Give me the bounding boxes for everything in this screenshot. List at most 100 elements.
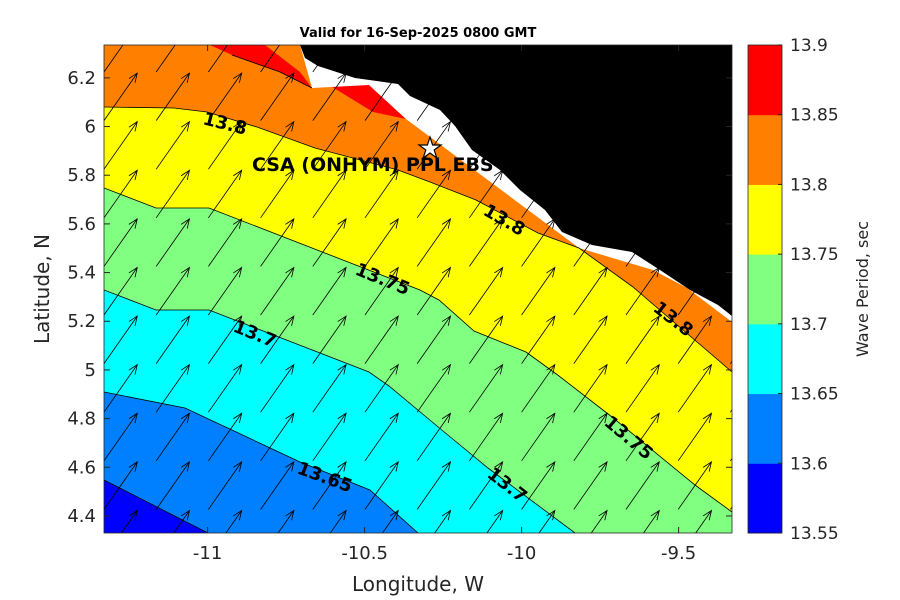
direction-arrow [364, 461, 399, 510]
arrow-head [702, 509, 713, 521]
chart-title: Valid for 16-Sep-2025 0800 GMT [300, 26, 537, 41]
plot-area: 13.8 13.8 13.8 13.75 13.75 13.7 13.7 13.… [104, 24, 732, 533]
colorbar-frame [747, 44, 783, 534]
direction-arrow [312, 121, 347, 170]
colorbar-swatch [748, 45, 782, 116]
direction-arrow [260, 72, 295, 121]
direction-arrow [625, 413, 660, 462]
arrow-head [494, 363, 504, 375]
arrow-head [702, 315, 713, 326]
direction-arrow [434, 510, 451, 533]
arrow-head [128, 169, 138, 181]
arrow-head [337, 169, 347, 181]
colorbar-swatch [748, 393, 782, 464]
direction-arrow [573, 461, 608, 510]
arrow-head [129, 24, 137, 34]
x-tick-label: -9.5 [661, 543, 696, 564]
colorbar: 13.55 13.6 13.65 13.7 13.75 13.8 13.85 13.9 [747, 36, 839, 544]
direction-arrow [521, 315, 556, 364]
arrow-head [285, 120, 295, 132]
contour-13.85 [231, 54, 313, 89]
arrow-head [233, 412, 243, 424]
y-axis: 4.4 4.6 4.8 5 5.2 5.4 5.6 5.8 6 6.2 [67, 68, 732, 527]
arrow-head [128, 363, 138, 375]
direction-arrow [312, 461, 347, 510]
direction-arrow [104, 315, 138, 364]
colorbar-tick-label: 13.75 [790, 245, 839, 265]
arrow-head [233, 509, 243, 521]
arrow-head [494, 266, 504, 278]
direction-arrow [312, 170, 347, 219]
arrow-head [233, 24, 241, 34]
direction-arrow [677, 461, 712, 510]
direction-arrow [469, 413, 503, 462]
arrow-head [650, 412, 660, 424]
direction-arrow [677, 413, 712, 462]
arrow-head [285, 218, 295, 229]
colorbar-swatch [748, 254, 782, 325]
direction-arrow [469, 364, 503, 413]
direction-arrow [260, 45, 280, 73]
direction-arrow [208, 315, 242, 364]
y-tick-label: 5 [85, 360, 96, 381]
arrow-head [389, 412, 399, 424]
direction-arrow [104, 413, 138, 462]
direction-arrow [521, 267, 556, 316]
arrow-head [180, 509, 191, 521]
y-tick-label: 4.6 [67, 457, 96, 478]
arrow-head [128, 218, 138, 229]
direction-arrow [208, 121, 242, 170]
direction-arrow [695, 510, 712, 533]
arrow-head [598, 266, 608, 278]
direction-arrow [364, 218, 399, 267]
arrow-head [441, 315, 452, 326]
arrow-head [128, 315, 138, 326]
direction-arrow [155, 364, 190, 413]
direction-arrow [104, 267, 138, 316]
direction-arrow [312, 364, 347, 413]
direction-arrow [155, 413, 190, 462]
arrow-head [180, 120, 191, 132]
direction-arrow [155, 72, 190, 121]
contour-13.65 [104, 391, 419, 533]
colorbar-swatch [748, 463, 782, 534]
direction-arrow [364, 170, 399, 219]
arrow-head [650, 509, 660, 521]
arrow-head [128, 72, 138, 83]
direction-arrow [260, 170, 295, 219]
y-axis-label: Latitude, N [30, 234, 54, 344]
contour-lines [104, 54, 732, 533]
arrow-head [128, 120, 138, 132]
arrow-head [389, 218, 399, 229]
arrow-head [389, 363, 399, 375]
colorbar-tick-label: 13.85 [790, 106, 839, 126]
direction-arrow [155, 461, 190, 510]
direction-arrow [521, 413, 556, 462]
arrow-head [494, 315, 504, 326]
arrow-head [180, 315, 191, 326]
land-mask [300, 45, 732, 316]
y-tick-label: 4.4 [67, 506, 96, 527]
arrow-head [285, 412, 295, 424]
direction-arrow [521, 461, 556, 510]
arrow-head [233, 315, 243, 326]
direction-arrow [625, 267, 660, 316]
x-axis: -11 -10.5 -10 -9.5 [193, 45, 696, 564]
arrow-head [337, 120, 347, 132]
direction-arrow [364, 364, 399, 413]
contour-13.6 [104, 479, 209, 533]
direction-arrow [573, 364, 608, 413]
arrow-head [650, 461, 660, 472]
direction-arrow [625, 315, 660, 364]
direction-arrow [208, 72, 242, 121]
direction-arrow [416, 170, 451, 219]
arrow-head [337, 218, 347, 229]
arrow-head [233, 461, 243, 472]
site-star-icon [417, 135, 443, 160]
direction-arrow [416, 413, 451, 462]
plot-frame [103, 44, 733, 534]
arrow-head [337, 363, 347, 375]
arrow-head [337, 266, 347, 278]
arrow-head [546, 266, 556, 278]
